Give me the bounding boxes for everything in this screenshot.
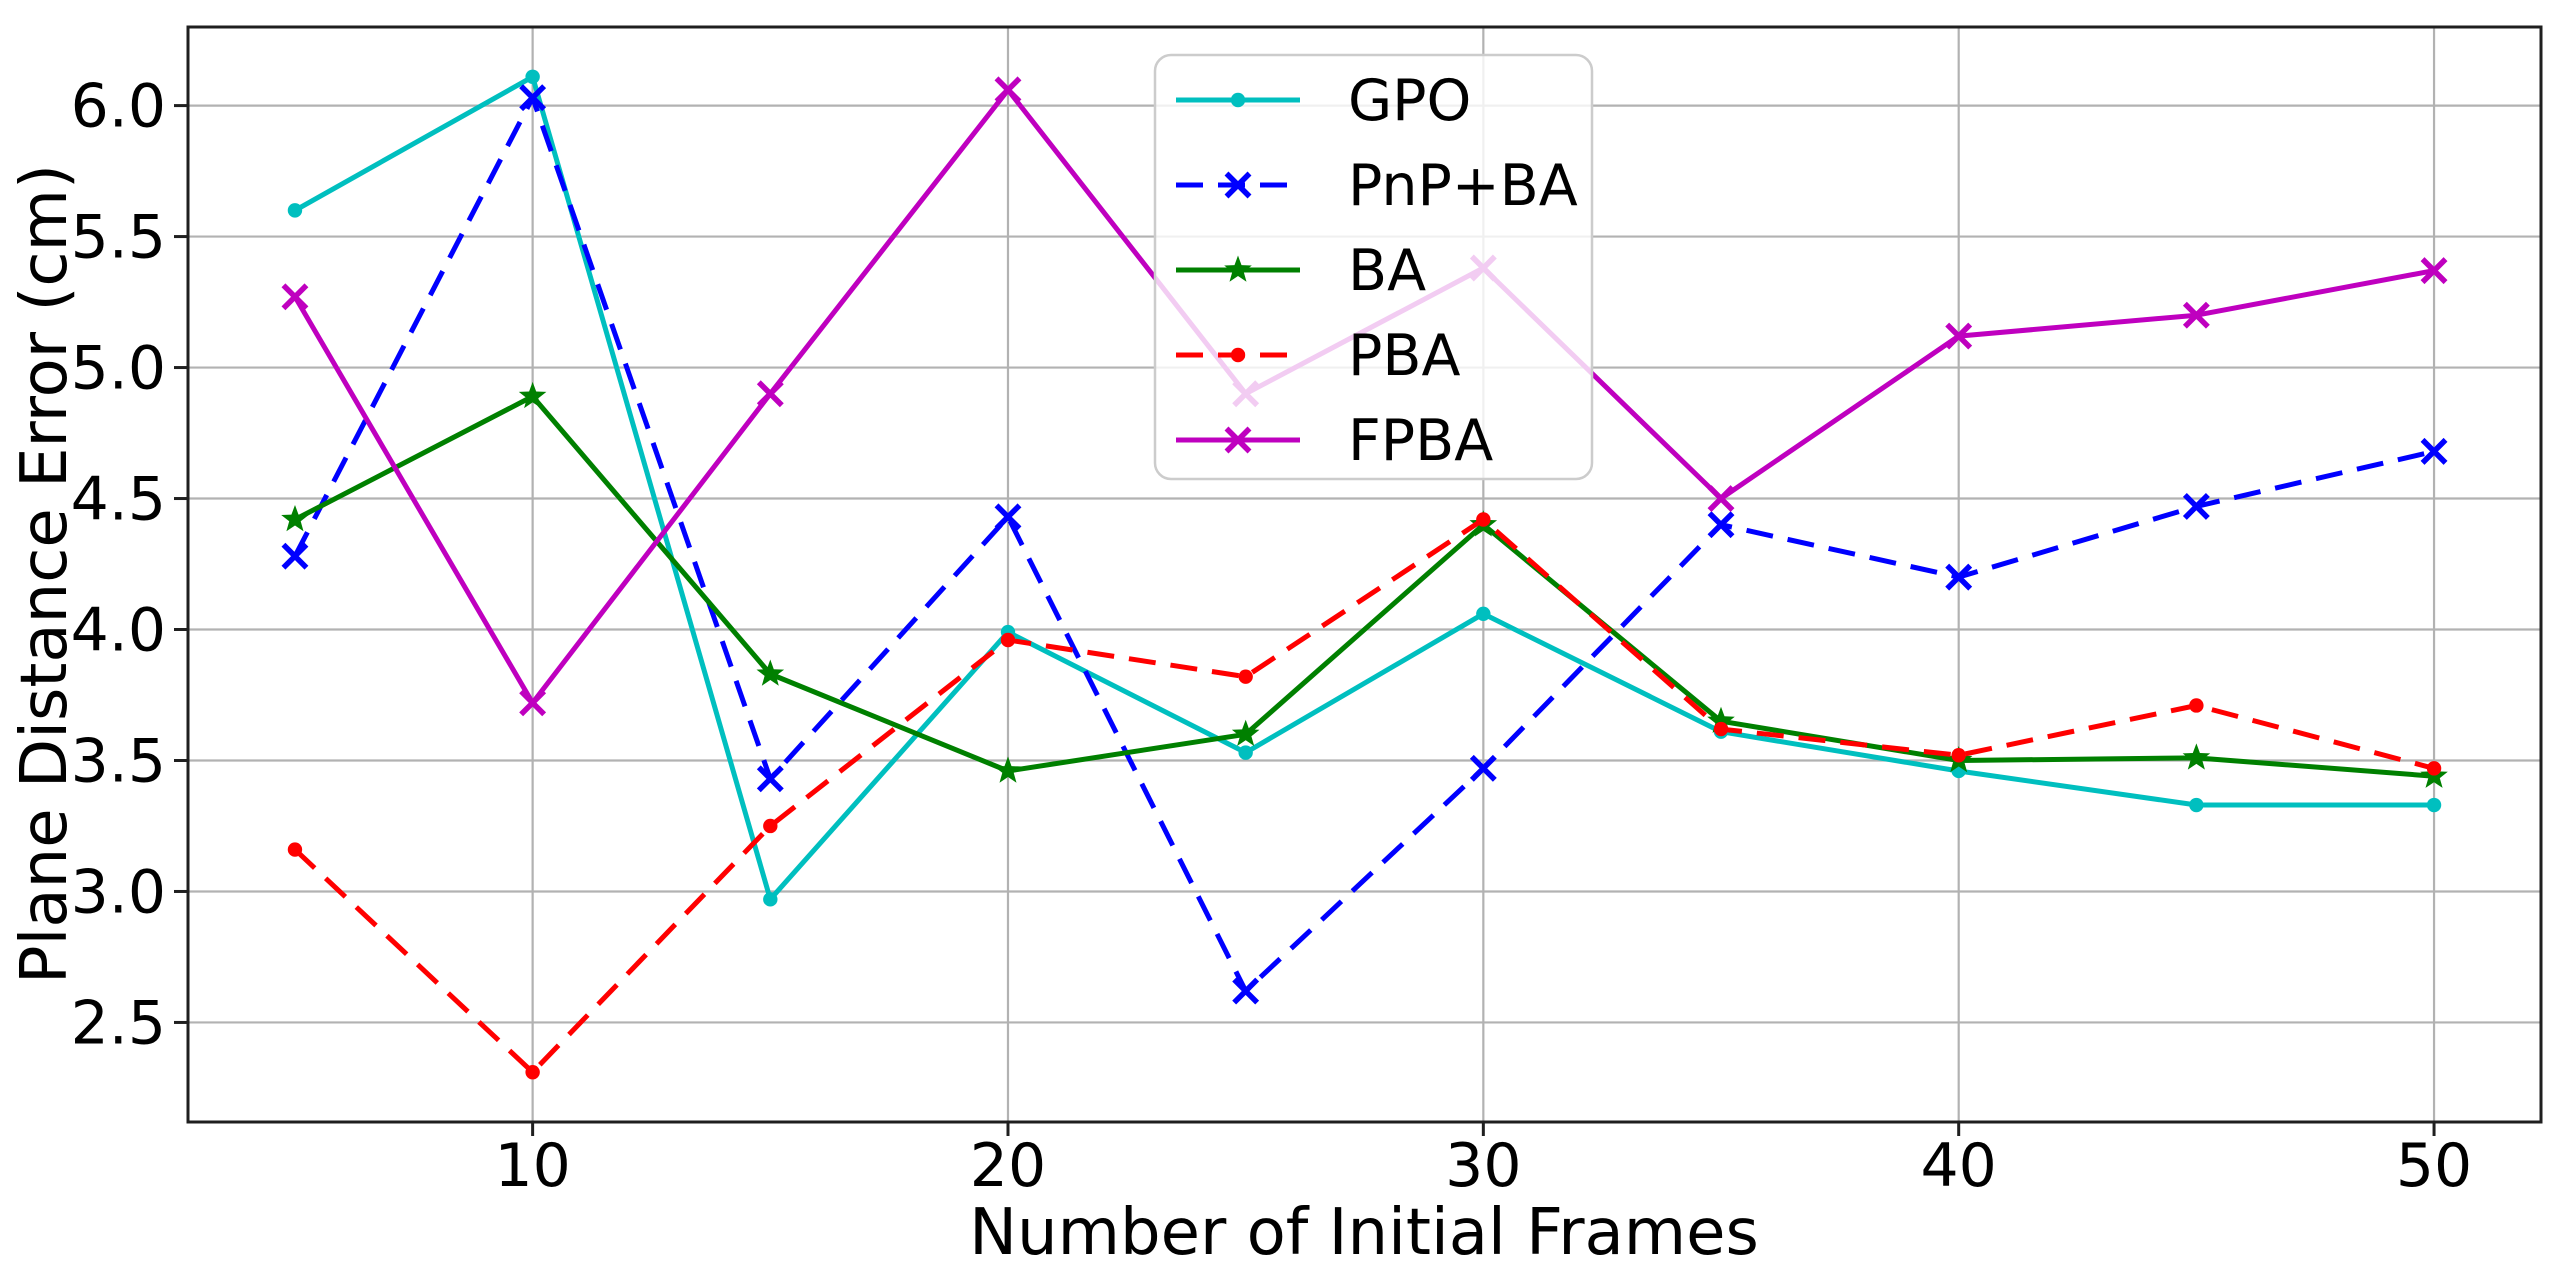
series-FPBA-marker-x bbox=[994, 76, 1022, 104]
legend-label-PBA: PBA bbox=[1348, 323, 1460, 389]
series-PBA-marker-circle bbox=[1476, 512, 1491, 527]
legend-PnP+BA-marker-x bbox=[1224, 171, 1252, 199]
series-PBA-marker-circle bbox=[763, 818, 778, 834]
y-tick-label: 5.0 bbox=[71, 334, 166, 404]
y-tick-label: 4.0 bbox=[71, 596, 166, 666]
plot-border bbox=[186, 25, 2543, 1124]
series-PnP+BA-marker-x bbox=[756, 765, 784, 793]
series-GPO-marker-circle bbox=[1476, 606, 1491, 621]
y-tick-label: 2.5 bbox=[71, 988, 166, 1058]
legend-item-GPO: GPO bbox=[1176, 68, 1471, 134]
series-line-BA bbox=[293, 393, 2435, 779]
y-tick-label: 3.5 bbox=[71, 726, 166, 796]
legend-PBA-marker-circle bbox=[1230, 347, 1246, 363]
legend: GPO PnP+BA BA PBA FPBA bbox=[1153, 53, 1594, 481]
series-PBA-marker-circle bbox=[1951, 748, 1966, 763]
series-PBA bbox=[287, 512, 2442, 1080]
legend-item-PnP+BA: PnP+BA bbox=[1176, 153, 1578, 219]
series-GPO-marker-circle bbox=[525, 69, 540, 84]
y-tick-label: 6.0 bbox=[71, 72, 166, 142]
series-PnP+BA-marker-x bbox=[1707, 511, 1735, 539]
series-PBA-marker-circle bbox=[1238, 669, 1253, 684]
x-axis-label: Number of Initial Frames bbox=[969, 1196, 1759, 1270]
series-BA-marker-star bbox=[518, 381, 547, 409]
series-PnP+BA-marker-x bbox=[519, 84, 547, 112]
series-BA-marker-star bbox=[756, 659, 785, 686]
series-GPO-marker-circle bbox=[1238, 745, 1253, 760]
series-FPBA-marker-x bbox=[281, 283, 309, 311]
y-tick-label: 5.5 bbox=[71, 203, 166, 273]
y-tick-label: 4.5 bbox=[71, 465, 166, 535]
series-BA-marker-star bbox=[281, 505, 309, 532]
series-PnP+BA-marker-x bbox=[1232, 977, 1260, 1005]
series-PnP+BA bbox=[281, 84, 2448, 1005]
y-axis-label: Plane Distance Error (cm) bbox=[8, 164, 82, 984]
series-GPO-marker-circle bbox=[2426, 797, 2442, 813]
series-PBA-marker-circle bbox=[525, 1065, 540, 1080]
series-PnP+BA-marker-x bbox=[1945, 563, 1973, 591]
series-PnP+BA-marker-x bbox=[2420, 437, 2448, 465]
series-FPBA-marker-x bbox=[2182, 301, 2210, 329]
legend-item-BA: BA bbox=[1176, 238, 1426, 304]
series-FPBA-marker-x bbox=[2420, 257, 2448, 285]
series-PBA-marker-circle bbox=[1713, 721, 1729, 737]
x-tick-label: 40 bbox=[1921, 1131, 1997, 1201]
legend-label-GPO: GPO bbox=[1348, 68, 1471, 134]
series-line-PBA bbox=[293, 517, 2435, 1075]
legend-BA-marker-star bbox=[1224, 255, 1252, 282]
series-FPBA-marker-x bbox=[1945, 322, 1973, 350]
legend-item-PBA: PBA bbox=[1176, 323, 1460, 389]
series-PBA-marker-circle bbox=[287, 842, 303, 857]
axes-spines bbox=[186, 25, 2543, 1124]
series-PnP+BA-marker-x bbox=[2182, 492, 2210, 520]
legend-label-FPBA: FPBA bbox=[1348, 408, 1493, 474]
tick-layer: 10 20 30 40 50 2.5 3.0 3.5 4.0 4.5 5.0 5.5 6.0 bbox=[71, 72, 2473, 1201]
series-PBA-marker-circle bbox=[2426, 761, 2442, 776]
legend-GPO-marker-circle bbox=[1230, 92, 1246, 108]
series-FPBA-marker-x bbox=[1707, 485, 1735, 512]
series-FPBA-marker-x bbox=[756, 380, 784, 408]
legend-box bbox=[1153, 53, 1594, 481]
legend-FPBA-marker-x bbox=[1224, 426, 1252, 454]
series-PBA-marker-circle bbox=[2189, 698, 2204, 713]
series-BA-marker-star bbox=[2182, 743, 2211, 770]
x-tick-label: 20 bbox=[970, 1131, 1046, 1201]
series-PnP+BA-marker-x bbox=[994, 503, 1022, 531]
series-line-GPO bbox=[293, 74, 2434, 902]
series-FPBA-marker-x bbox=[519, 689, 547, 717]
y-tick-label: 3.0 bbox=[71, 857, 166, 927]
series-BA-marker-star bbox=[1707, 706, 1735, 733]
legend-label-PnP+BA: PnP+BA bbox=[1348, 153, 1578, 219]
x-tick-label: 50 bbox=[2396, 1131, 2472, 1201]
series-GPO-marker-circle bbox=[763, 892, 778, 907]
series-PBA-marker-circle bbox=[1000, 632, 1016, 648]
series-PnP+BA-marker-x bbox=[1469, 754, 1497, 782]
series-line-PnP+BA bbox=[292, 95, 2435, 994]
series-GPO-marker-circle bbox=[287, 203, 303, 218]
series-BA-marker-star bbox=[1231, 719, 1260, 746]
x-tick-label: 30 bbox=[1445, 1131, 1521, 1201]
x-tick-label: 10 bbox=[494, 1131, 570, 1201]
series-PnP+BA-marker-x bbox=[281, 542, 309, 570]
series-BA-marker-star bbox=[994, 756, 1022, 783]
legend-item-FPBA: FPBA bbox=[1176, 408, 1493, 474]
series-GPO-marker-circle bbox=[2189, 797, 2204, 813]
legend-label-BA: BA bbox=[1348, 238, 1426, 304]
